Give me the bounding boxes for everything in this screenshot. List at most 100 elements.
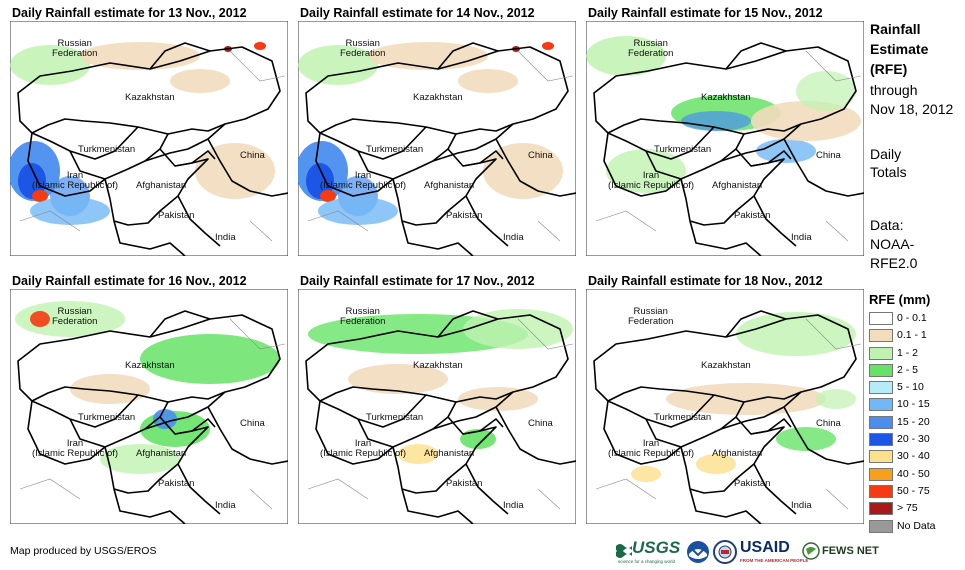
country-border bbox=[437, 42, 499, 70]
rain-area bbox=[15, 301, 125, 337]
panel-title: Daily Rainfall estimate for 14 Nov., 201… bbox=[300, 6, 535, 20]
map-label-china: China bbox=[528, 418, 553, 429]
rainfall-map: Russian Federation Kazakhstan Turkmenistan I… bbox=[298, 21, 576, 256]
province-border bbox=[537, 220, 561, 242]
legend-swatch bbox=[869, 502, 893, 516]
sidebar-title-line3: (RFE) bbox=[870, 61, 908, 77]
rainfall-map: Russian Federation Kazakhstan Turkmenistan I… bbox=[298, 289, 576, 524]
rain-area bbox=[195, 143, 275, 199]
country-border bbox=[315, 400, 394, 465]
country-border bbox=[392, 158, 497, 226]
map-label-russia: Russian Federation bbox=[52, 38, 98, 59]
map-label-turkmenistan: Turkmenistan bbox=[654, 144, 712, 155]
legend-label: 0 - 0.1 bbox=[897, 312, 927, 324]
sidebar-data-source-2: RFE2.0 bbox=[870, 255, 918, 271]
country-border bbox=[392, 426, 497, 494]
map-panel-15-nov: Daily Rainfall estimate for 15 Nov., 201… bbox=[586, 6, 866, 256]
rainfall-map-canvas bbox=[298, 21, 576, 256]
rain-area bbox=[696, 454, 736, 474]
province-border bbox=[229, 318, 286, 350]
legend-swatch bbox=[869, 450, 893, 464]
country-border bbox=[401, 488, 474, 524]
map-label-india: India bbox=[503, 500, 524, 511]
map-label-pakistan: Pakistan bbox=[158, 210, 195, 221]
rainfall-map-canvas bbox=[298, 289, 576, 524]
map-panel-17-nov: Daily Rainfall estimate for 17 Nov., 201… bbox=[298, 274, 578, 524]
country-border bbox=[593, 46, 857, 135]
rainfall-map: Russian Federation Kazakhstan Turkmenistan I… bbox=[10, 289, 288, 524]
usgs-logo: USGS science for a changing world bbox=[616, 538, 682, 566]
province-border bbox=[517, 318, 574, 350]
province-border bbox=[537, 488, 561, 510]
country-border bbox=[144, 391, 226, 430]
country-border bbox=[104, 426, 209, 494]
map-panel-18-nov: Daily Rainfall estimate for 18 Nov., 201… bbox=[586, 274, 866, 524]
rain-area bbox=[100, 444, 180, 474]
country-border bbox=[495, 138, 576, 197]
rain-area bbox=[170, 69, 230, 93]
country-border bbox=[495, 406, 576, 465]
country-border bbox=[753, 463, 797, 515]
country-border bbox=[689, 220, 762, 256]
country-border bbox=[603, 132, 682, 197]
rainfall-map: Russian Federation Kazakhstan Turkmenistan I… bbox=[586, 21, 864, 256]
map-label-kazakhstan: Kazakhstan bbox=[701, 92, 751, 103]
map-panel-16-nov: Daily Rainfall estimate for 16 Nov., 201… bbox=[10, 274, 290, 524]
country-border bbox=[305, 46, 569, 135]
country-border bbox=[17, 46, 281, 135]
country-border bbox=[401, 220, 474, 256]
fewsnet-logo: FEWS NET bbox=[802, 538, 879, 566]
sidebar-totals: Totals bbox=[870, 164, 907, 180]
country-border bbox=[607, 126, 715, 160]
rain-area bbox=[483, 143, 563, 199]
map-label-india: India bbox=[503, 232, 524, 243]
province-border bbox=[249, 488, 273, 510]
rain-area bbox=[666, 383, 826, 415]
rainfall-map: Russian Federation Kazakhstan Turkmenistan I… bbox=[586, 289, 864, 524]
country-border bbox=[753, 195, 797, 247]
panel-title: Daily Rainfall estimate for 16 Nov., 201… bbox=[12, 274, 247, 288]
province-border bbox=[595, 478, 657, 500]
country-border bbox=[720, 391, 802, 430]
province-border bbox=[595, 210, 657, 232]
rain-area bbox=[320, 190, 336, 202]
rain-area bbox=[32, 190, 48, 202]
province-border bbox=[307, 210, 369, 232]
country-border bbox=[113, 488, 186, 524]
usaid-logo: USAID FROM THE AMERICAN PEOPLE bbox=[740, 538, 808, 566]
rainfall-map: Russian Federation Kazakhstan Turkmenistan I… bbox=[10, 21, 288, 256]
map-label-afghanistan: Afghanistan bbox=[712, 448, 763, 459]
map-label-iran: Iran (Islamic Republic of) bbox=[608, 170, 695, 191]
rain-area bbox=[10, 45, 90, 85]
noaa-logo-icon bbox=[686, 538, 710, 566]
country-border bbox=[437, 310, 499, 338]
map-label-pakistan: Pakistan bbox=[446, 478, 483, 489]
map-label-india: India bbox=[791, 500, 812, 511]
map-label-kazakhstan: Kazakhstan bbox=[125, 92, 175, 103]
province-border bbox=[19, 478, 81, 500]
sidebar-title-line1: Rainfall bbox=[870, 21, 921, 37]
legend-label: 2 - 5 bbox=[897, 363, 919, 376]
map-label-india: India bbox=[215, 232, 236, 243]
country-border bbox=[783, 406, 864, 465]
map-label-india: India bbox=[791, 232, 812, 243]
rain-area bbox=[348, 364, 448, 394]
country-border bbox=[319, 126, 427, 160]
globe-icon bbox=[802, 542, 820, 560]
country-border bbox=[725, 42, 787, 70]
rain-area bbox=[318, 197, 398, 225]
rain-area bbox=[70, 374, 150, 404]
legend-swatch bbox=[869, 381, 893, 395]
map-label-china: China bbox=[816, 150, 841, 161]
map-label-afghanistan: Afghanistan bbox=[424, 180, 475, 191]
sidebar-title-line2: Estimate bbox=[870, 41, 929, 57]
rain-area bbox=[816, 389, 856, 409]
country-border bbox=[680, 426, 785, 494]
map-label-afghanistan: Afghanistan bbox=[712, 180, 763, 191]
sidebar-data-label: Data: bbox=[870, 217, 904, 233]
rain-area bbox=[586, 36, 666, 76]
country-border bbox=[149, 42, 211, 70]
legend-swatch bbox=[869, 519, 893, 533]
rain-area bbox=[254, 42, 266, 50]
legend-label: > 75 bbox=[897, 502, 918, 515]
